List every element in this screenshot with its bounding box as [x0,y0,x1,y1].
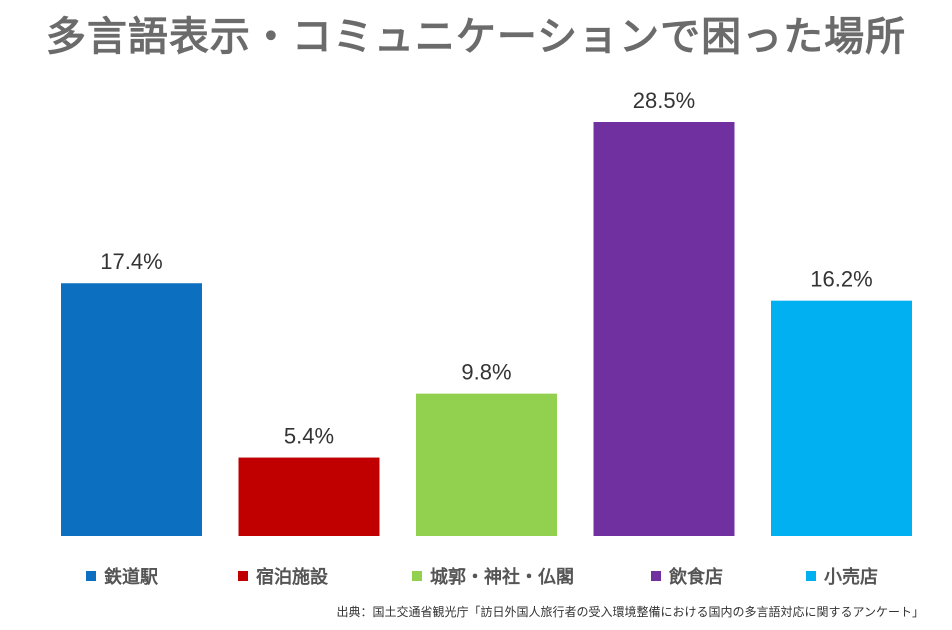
chart-legend: 鉄道駅 宿泊施設 城郭・神社・仏閣 飲食店 小売店 [0,563,952,591]
data-label-castles-shrines-temples: 9.8% [461,360,511,385]
legend-item-railway-station: 鉄道駅 [86,563,158,589]
page-title: 多言語表示・コミュニケーションで困った場所 [45,14,907,60]
source-note: 出典：国土交通省観光庁「訪日外国人旅行者の受入環境整備における国内の多言語対応に… [336,605,924,619]
legend-label-castles-shrines-temples: 城郭・神社・仏閣 [430,567,574,588]
legend-item-restaurant: 飲食店 [651,563,723,589]
legend-swatch-restaurant [651,571,661,581]
bar-retail-store [771,300,912,536]
bar-castles-shrines-temples [416,393,557,536]
legend-swatch-retail-store [806,571,816,581]
legend-label-restaurant: 飲食店 [669,567,723,588]
legend-item-castles-shrines-temples: 城郭・神社・仏閣 [412,563,574,589]
data-label-restaurant: 28.5% [633,88,695,113]
legend-item-retail-store: 小売店 [806,563,878,589]
legend-label-lodging: 宿泊施設 [256,567,328,588]
data-label-retail-store: 16.2% [810,267,872,292]
legend-swatch-lodging [238,571,248,581]
bar-chart: 17.4% 5.4% 9.8% 28.5% 16.2% [61,88,912,536]
legend-label-retail-store: 小売店 [824,567,878,588]
legend-label-railway-station: 鉄道駅 [104,567,158,588]
data-label-lodging: 5.4% [284,424,334,449]
bar-railway-station [61,283,202,536]
legend-item-lodging: 宿泊施設 [238,563,328,589]
bar-lodging [238,457,380,536]
bar-restaurant [593,122,735,536]
legend-swatch-castles-shrines-temples [412,571,422,581]
data-label-railway-station: 17.4% [100,249,162,274]
legend-swatch-railway-station [86,571,96,581]
